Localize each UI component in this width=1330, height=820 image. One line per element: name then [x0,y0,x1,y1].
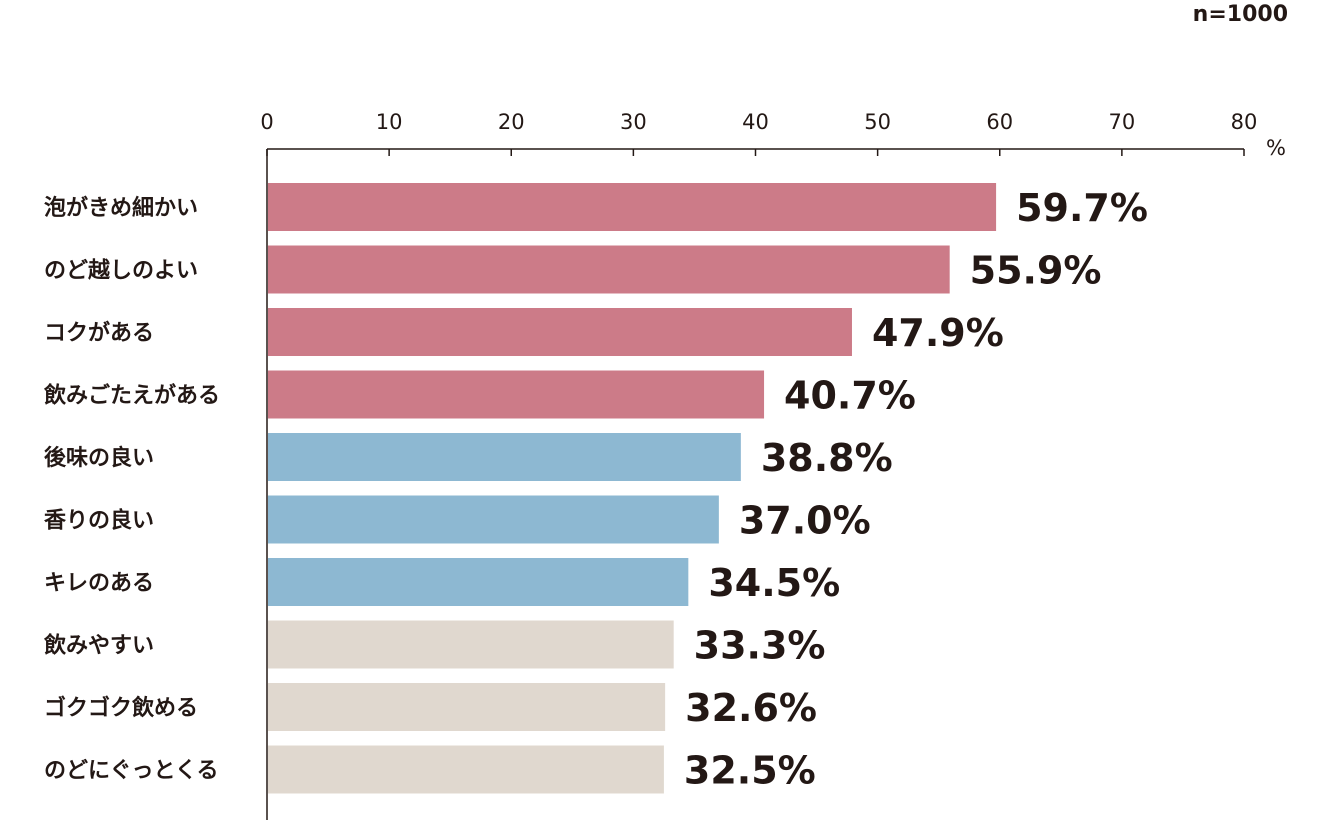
x-tick-label: 70 [1109,110,1136,134]
value-label: 32.5% [684,749,816,793]
bar [268,745,664,794]
value-label: 34.5% [708,561,840,605]
value-label: 40.7% [784,374,916,418]
bar [268,495,719,544]
x-tick-label: 20 [498,110,525,134]
value-label: 37.0% [739,499,871,543]
sample-size-note: n=1000 [1192,2,1288,27]
x-unit-label: % [1266,136,1286,160]
value-label: 55.9% [970,249,1102,293]
category-label: コクがある [44,320,154,346]
bar [268,245,950,294]
category-label: 飲みやすい [43,633,154,659]
category-label: のどにぐっとくる [44,759,218,784]
x-tick-label: 80 [1231,110,1258,134]
category-label: 泡がきめ細かい [44,195,198,221]
x-tick-label: 10 [376,110,403,134]
value-label: 59.7% [1016,186,1148,230]
category-label: 香りの良い [44,508,154,534]
category-label: キレのある [44,571,154,596]
bar [268,558,689,606]
bar [268,183,997,231]
x-tick-label: 30 [620,110,647,134]
category-label: のど越しのよい [44,259,198,284]
bar [268,433,741,481]
value-label: 32.6% [685,686,817,730]
bar [268,620,674,669]
category-label: ゴクゴク飲める [44,695,198,721]
x-tick-label: 40 [742,110,769,134]
x-tick-label: 50 [864,110,891,134]
category-label: 後味の良い [44,445,154,471]
x-tick-label: 0 [260,110,273,134]
bar [268,683,666,731]
category-label: 飲みごたえがある [43,383,220,409]
value-label: 38.8% [761,436,893,480]
bar [268,370,765,419]
x-tick-label: 60 [986,110,1013,134]
value-label: 47.9% [872,311,1004,355]
bar [268,308,852,356]
value-label: 33.3% [694,624,826,668]
